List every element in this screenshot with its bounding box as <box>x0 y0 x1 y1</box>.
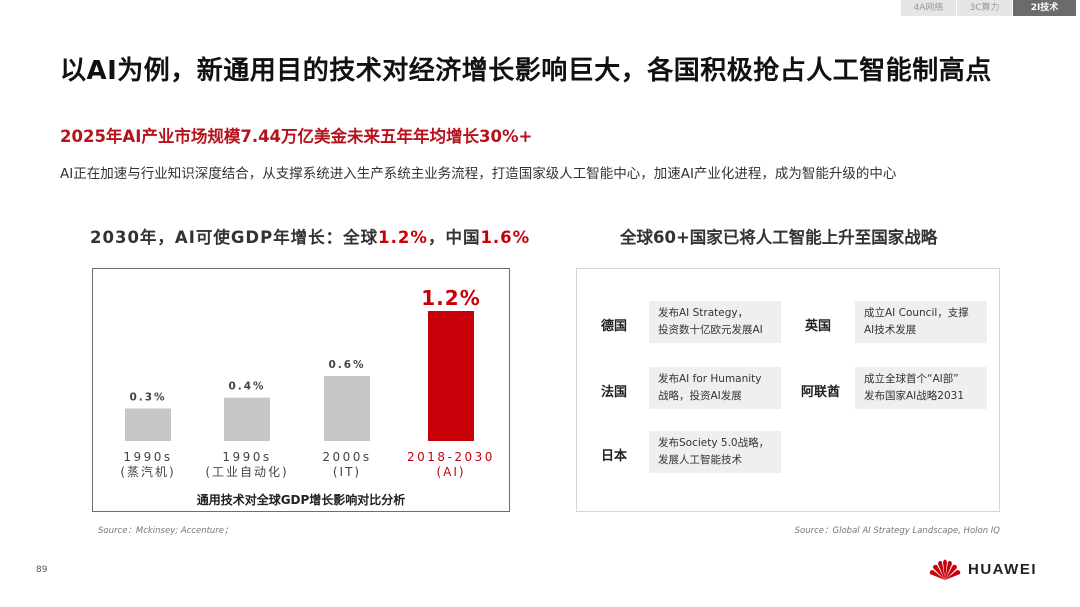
strategy-line: 战略，投资AI发展 <box>658 390 742 402</box>
page-description: AI正在加速与行业知识深度结合，从支撑系统进入生产系统主业务流程，打造国家级人工… <box>60 166 897 182</box>
strategy-line: 发布国家AI战略2031 <box>864 390 965 402</box>
source-right: Source：Global AI Strategy Landscape, Hol… <box>794 526 1000 536</box>
country-germany: 德国 <box>601 319 628 334</box>
strategy-line: 发布Society 5.0战略， <box>658 437 770 449</box>
category-sublabel: (工业自动化) <box>205 465 288 479</box>
country-japan: 日本 <box>601 449 628 464</box>
bar <box>324 376 370 441</box>
gdp-chart-panel: 0.3% 1990s (蒸汽机) 0.4% 1990s (工业自动化) 0.6% 2000s(… <box>92 268 510 512</box>
category-label: 1990s <box>123 450 172 464</box>
gdp-heading-separator: ，中国 <box>427 228 481 247</box>
country-uae: 阿联酋 <box>801 385 841 400</box>
bar-value-label: 0.4% <box>228 381 265 393</box>
chart-caption: 通用技术对全球GDP增长影响对比分析 <box>196 493 406 507</box>
page-subtitle: 2025年AI产业市场规模7.44万亿美金未来五年年均增长30%+ <box>60 127 533 146</box>
strategy-line: 成立AI Council，支撑 <box>864 307 969 319</box>
strategy-card-uk: 成立AI Council，支撑 AI技术发展 <box>855 301 987 343</box>
strategy-line: AI技术发展 <box>864 324 917 336</box>
strategy-line: 发布AI Strategy， <box>658 307 749 319</box>
gdp-heading-prefix: 2030年，AI可使GDP年增长：全球 <box>90 228 379 247</box>
section-tabs: 4A网络 3C算力 2I技术 <box>900 0 1076 16</box>
category-label: 1990s <box>222 450 271 464</box>
tab-4a-network[interactable]: 4A网络 <box>900 0 956 16</box>
strategy-card-uae: 成立全球首个“AI部” 发布国家AI战略2031 <box>855 367 987 409</box>
gdp-china-value: 1.6% <box>480 228 531 247</box>
strategy-line: 成立全球首个“AI部” <box>864 373 959 385</box>
bar <box>224 397 270 441</box>
huawei-logo: HUAWEI <box>928 556 1037 582</box>
bar <box>428 311 474 441</box>
gdp-heading: 2030年，AI可使GDP年增长：全球1.2%，中国1.6% <box>90 224 530 248</box>
bar-value-label: 0.3% <box>129 392 166 404</box>
strategy-card-germany: 发布AI Strategy， 投资数十亿欧元发展AI <box>649 301 781 343</box>
category-label: 2000s <box>322 450 371 464</box>
category-sublabel: (蒸汽机) <box>120 464 175 479</box>
country-uk: 英国 <box>805 319 832 334</box>
gdp-bar-chart: 0.3%1990s(蒸汽机)0.4%1990s(工业自动化)0.6%2000s(… <box>120 286 495 479</box>
page-title: 以AI为例，新通用目的技术对经济增长影响巨大，各国积极抢占人工智能制高点 <box>60 56 992 86</box>
huawei-petal-logo-icon <box>929 559 961 580</box>
tab-3c-compute[interactable]: 3C算力 <box>956 0 1012 16</box>
category-sublabel: (IT) <box>333 465 361 479</box>
tab-2i-tech[interactable]: 2I技术 <box>1012 0 1076 16</box>
country-france: 法国 <box>601 385 628 400</box>
strategy-line: 发展人工智能技术 <box>658 454 742 466</box>
strategy-card-france: 发布AI for Humanity 战略，投资AI发展 <box>649 367 781 409</box>
bar <box>125 408 171 441</box>
brand-name: HUAWEI <box>968 560 1037 578</box>
strategy-card-japan: 发布Society 5.0战略， 发展人工智能技术 <box>649 431 781 473</box>
page-number: 89 <box>36 565 48 575</box>
strategy-line: 投资数十亿欧元发展AI <box>658 324 763 336</box>
gdp-global-value: 1.2% <box>378 228 428 247</box>
category-label: 2018-2030 <box>407 450 495 464</box>
source-left: Source：Mckinsey; Accenture； <box>98 526 233 536</box>
bar-value-label: 0.6% <box>328 359 365 371</box>
bar-value-label: 1.2% <box>421 286 480 310</box>
strategy-heading: 全球60+国家已将人工智能上升至国家战略 <box>620 228 938 247</box>
strategy-line: 发布AI for Humanity <box>658 373 762 385</box>
strategy-panel: 德国 发布AI Strategy， 投资数十亿欧元发展AI 英国 成立AI Co… <box>576 268 1000 512</box>
category-sublabel: (AI) <box>436 465 465 479</box>
